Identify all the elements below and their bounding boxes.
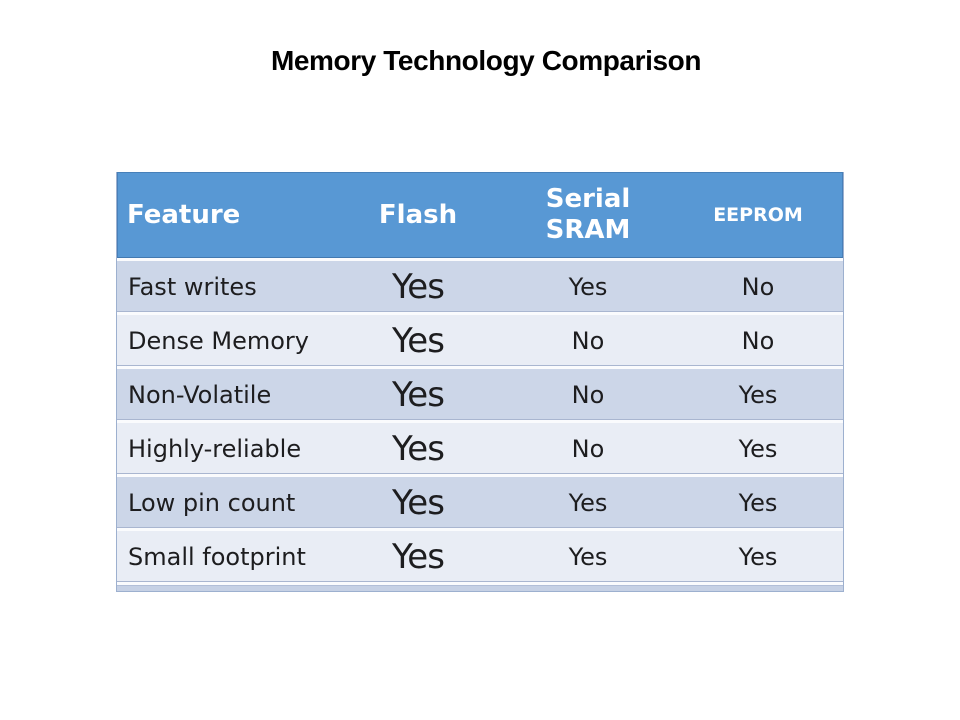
cell-feature: Fast writes [128,272,257,301]
table-bottom-band [117,582,843,591]
table-row: Dense Memory Yes No No [117,312,843,366]
table-row: Small footprint Yes Yes Yes [117,528,843,582]
cell-serial-sram: No [571,326,605,355]
cell-flash: Yes [392,428,445,469]
col-header-flash: Flash [378,200,458,230]
cell-serial-sram: Yes [568,542,608,571]
cell-serial-sram: Yes [568,488,608,517]
table-header-row: Feature Flash Serial SRAM EEPROM [117,172,843,258]
cell-feature: Dense Memory [128,326,309,355]
cell-feature: Low pin count [128,488,296,517]
slide-title: Memory Technology Comparison [270,45,702,76]
cell-serial-sram: Yes [568,272,608,301]
cell-eeprom: Yes [738,434,778,463]
col-header-eeprom: EEPROM [713,204,803,226]
table-row: Fast writes Yes Yes No [117,258,843,312]
cell-flash: Yes [392,482,445,523]
cell-flash: Yes [392,536,445,577]
cell-feature: Non-Volatile [128,380,272,409]
cell-eeprom: Yes [738,542,778,571]
comparison-table: Feature Flash Serial SRAM EEPROM Fast wr… [116,172,844,592]
serial-sram-line2: SRAM [545,215,631,245]
cell-flash: Yes [392,320,445,361]
table-row: Non-Volatile Yes No Yes [117,366,843,420]
cell-flash: Yes [392,374,445,415]
cell-serial-sram: No [571,434,605,463]
cell-feature: Small footprint [128,542,306,571]
cell-flash: Yes [392,266,445,307]
cell-eeprom: No [741,272,775,301]
cell-feature: Highly-reliable [128,434,302,463]
col-header-feature: Feature [127,200,241,230]
table-row: Low pin count Yes Yes Yes [117,474,843,528]
cell-serial-sram: No [571,380,605,409]
cell-eeprom: Yes [738,488,778,517]
table-body: Fast writes Yes Yes No Dense Memory Yes No No No… [117,258,843,582]
cell-eeprom: No [741,326,775,355]
col-header-serial-sram: Serial SRAM [503,172,673,258]
table-row: Highly-reliable Yes No Yes [117,420,843,474]
cell-eeprom: Yes [738,380,778,409]
serial-sram-line1: Serial [545,184,631,214]
